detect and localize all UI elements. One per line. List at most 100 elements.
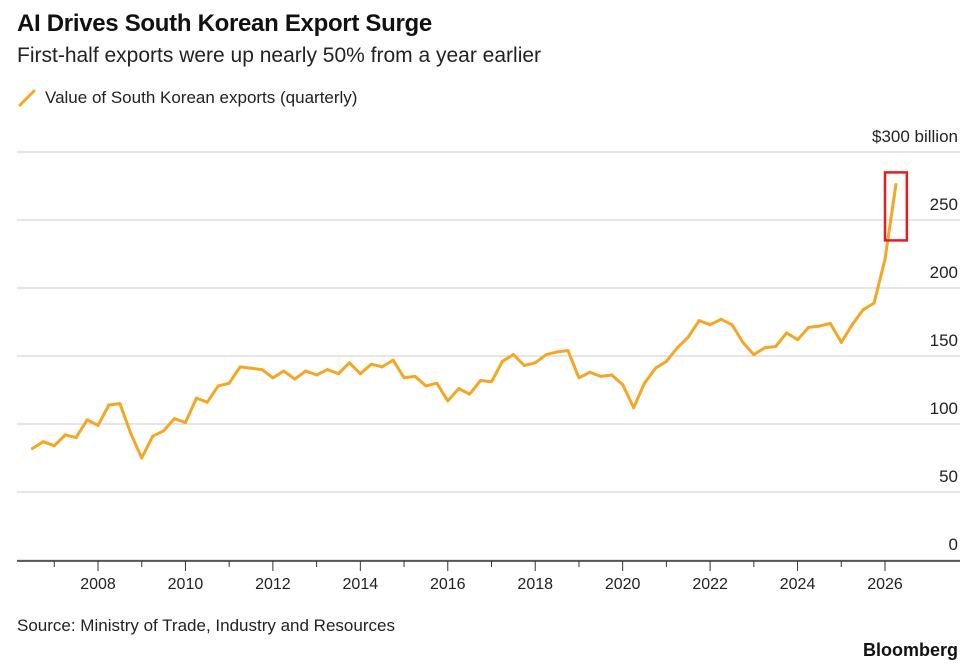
data-point	[828, 321, 832, 325]
data-point	[544, 353, 548, 357]
data-point	[664, 359, 668, 363]
x-tick-label: 2014	[343, 576, 379, 593]
data-point	[347, 361, 351, 365]
x-tick-label: 2018	[517, 576, 553, 593]
x-axis: 2008 2010 2012 2014 2016 2018 2020 2022 2024 2026	[17, 560, 960, 593]
data-point	[424, 384, 428, 388]
data-point	[468, 392, 472, 396]
data-point	[271, 376, 275, 380]
data-point	[173, 417, 176, 421]
y-tick-label: 200	[930, 263, 958, 282]
data-point	[326, 368, 329, 372]
data-point	[52, 444, 56, 448]
x-tick-label: 2024	[780, 576, 816, 593]
data-point	[621, 383, 625, 387]
data-point	[304, 369, 308, 373]
data-point	[315, 373, 319, 377]
data-point	[85, 418, 89, 422]
source-note: Source: Ministry of Trade, Industry and …	[17, 616, 395, 635]
data-point	[861, 308, 865, 312]
line-swatch-icon	[18, 89, 36, 107]
data-point	[555, 350, 559, 354]
data-point	[391, 358, 395, 362]
data-point	[162, 429, 166, 433]
data-point	[599, 374, 603, 378]
x-tick-label: 2020	[605, 576, 641, 593]
data-point	[205, 400, 209, 404]
data-point	[96, 423, 100, 427]
data-point	[850, 323, 854, 327]
gridlines	[17, 151, 960, 561]
data-point	[872, 301, 876, 305]
data-point	[522, 364, 526, 367]
data-point	[817, 324, 821, 328]
data-point	[249, 366, 253, 370]
data-point	[730, 323, 734, 327]
data-point	[588, 370, 592, 374]
data-point	[719, 317, 723, 321]
x-tick-label: 2012	[255, 576, 291, 593]
x-tick-label: 2026	[867, 576, 903, 593]
data-point	[129, 432, 133, 435]
highlight-rectangle	[883, 171, 909, 242]
data-point	[807, 325, 810, 329]
data-point	[785, 331, 789, 335]
data-point	[752, 353, 756, 357]
y-axis-labels: 0 50 100 150 200 250 $300 billion	[872, 127, 958, 554]
data-point	[697, 319, 701, 323]
data-point	[183, 421, 187, 425]
data-point	[511, 353, 515, 357]
data-point	[686, 335, 690, 339]
data-point	[883, 257, 887, 261]
series	[30, 183, 898, 460]
data-point	[74, 436, 78, 440]
x-tick-label: 2022	[692, 576, 728, 593]
data-point	[413, 374, 417, 378]
data-point	[30, 447, 34, 450]
data-point	[216, 384, 220, 388]
data-point	[446, 399, 450, 403]
data-point	[577, 376, 581, 380]
data-point	[708, 323, 712, 327]
data-point	[380, 365, 384, 369]
x-tick-label: 2008	[80, 576, 116, 593]
data-point	[402, 376, 406, 380]
y-tick-label: 100	[930, 399, 958, 418]
data-point	[358, 372, 362, 376]
y-tick-label: 250	[930, 195, 958, 214]
data-point	[675, 346, 679, 350]
data-point	[369, 362, 373, 366]
data-point	[796, 338, 800, 342]
data-point	[282, 369, 286, 373]
brand-logo: Bloomberg	[862, 640, 958, 660]
legend-label: Value of South Korean exports (quarterly…	[45, 88, 358, 107]
data-point	[151, 434, 155, 438]
data-point	[435, 381, 439, 385]
highlight-box	[883, 171, 909, 242]
data-point	[894, 183, 898, 187]
data-point	[763, 346, 767, 350]
x-tick-label: 2016	[430, 576, 466, 593]
legend: Value of South Korean exports (quarterly…	[17, 88, 357, 108]
data-point	[500, 359, 504, 363]
y-tick-label: $300 billion	[872, 127, 958, 146]
data-point	[194, 396, 198, 400]
data-point	[490, 380, 493, 384]
x-tick-label: 2010	[168, 576, 204, 593]
data-point	[227, 381, 231, 385]
data-point	[533, 361, 537, 365]
series-line	[30, 183, 898, 460]
y-tick-label: 50	[939, 467, 958, 486]
data-point	[479, 379, 483, 382]
data-point	[293, 377, 297, 381]
data-point	[643, 381, 646, 385]
y-tick-label: 0	[949, 535, 958, 554]
chart-subtitle: First-half exports were up nearly 50% fr…	[17, 44, 542, 67]
data-point	[741, 340, 745, 344]
data-point	[610, 373, 614, 377]
data-point	[107, 403, 111, 407]
data-point	[774, 345, 778, 348]
data-point	[632, 406, 636, 410]
y-tick-label: 150	[930, 331, 958, 350]
